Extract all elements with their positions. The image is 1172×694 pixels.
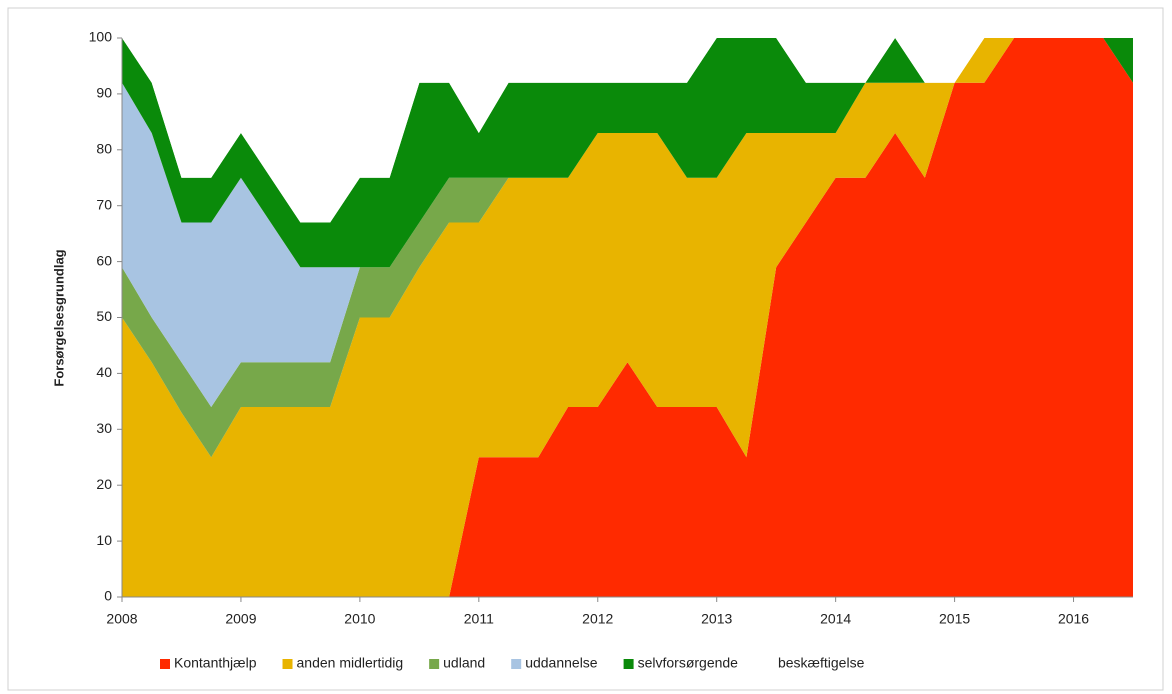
x-tick-label: 2014: [820, 611, 851, 627]
legend-label: uddannelse: [525, 655, 598, 671]
x-tick-label: 2008: [106, 611, 137, 627]
y-tick-label: 0: [104, 588, 112, 604]
area: [122, 38, 1133, 223]
y-tick-label: 100: [89, 29, 113, 45]
legend-label: beskæftigelse: [778, 655, 865, 671]
legend-swatch: [160, 659, 170, 669]
area: [122, 38, 1133, 407]
y-tick-label: 90: [96, 85, 112, 101]
y-tick-label: 80: [96, 141, 112, 157]
legend-label: selvforsørgende: [638, 655, 739, 671]
y-tick-label: 10: [96, 532, 112, 548]
y-tick-label: 70: [96, 196, 112, 212]
y-tick-label: 20: [96, 476, 112, 492]
y-axis-label: Forsørgelsesgrundlag: [51, 249, 66, 386]
area: [122, 38, 1133, 268]
legend-label: Kontanthjælp: [174, 655, 257, 671]
x-tick-label: 2016: [1058, 611, 1089, 627]
legend-swatch: [511, 659, 522, 669]
legend-label: udland: [443, 655, 485, 671]
y-tick-label: 60: [96, 252, 112, 268]
area: [122, 38, 1133, 597]
area: [122, 38, 1133, 597]
x-tick-label: 2010: [344, 611, 375, 627]
legend-swatch: [282, 659, 293, 669]
legend-label: anden midlertidig: [297, 655, 404, 671]
x-tick-label: 2009: [225, 611, 256, 627]
legend-swatch: [429, 659, 440, 669]
x-tick-label: 2011: [464, 611, 494, 627]
x-tick-label: 2015: [939, 611, 970, 627]
chart-frame: [7, 7, 1164, 691]
legend-swatch: [763, 659, 774, 669]
x-tick-label: 2012: [582, 611, 613, 627]
x-tick-label: 2013: [701, 611, 732, 627]
y-tick-label: 50: [96, 308, 112, 324]
y-tick-label: 40: [96, 364, 112, 380]
legend-swatch: [623, 659, 634, 669]
area: [122, 38, 1133, 458]
y-tick-label: 30: [96, 420, 112, 436]
